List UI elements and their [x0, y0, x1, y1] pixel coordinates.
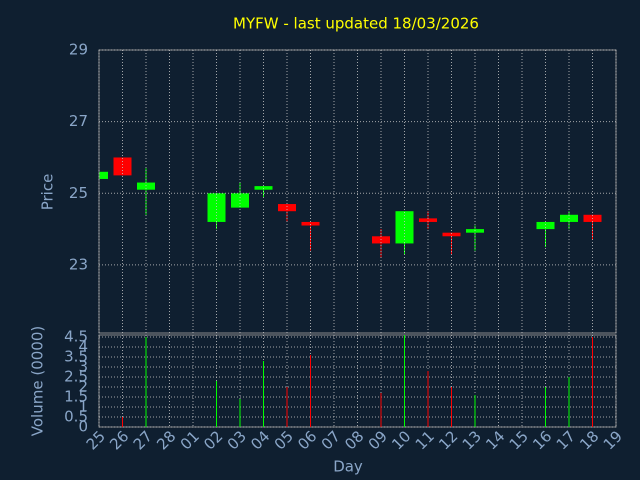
candle-body [137, 182, 155, 190]
x-tick-label: 10 [388, 427, 414, 453]
y-tick-label: 25 [69, 184, 88, 202]
y-tick-label: 29 [69, 41, 88, 59]
x-tick-label: 05 [271, 427, 297, 453]
volume-tick-label: 0.5 [64, 408, 88, 426]
price-plot [99, 157, 602, 258]
candle-body [442, 232, 461, 237]
x-tick-label: 14 [482, 427, 508, 453]
volume-axis-label: Volume (0000) [29, 326, 47, 436]
candle-body [99, 171, 108, 179]
volume-tick-label: 1 [78, 398, 88, 416]
x-tick-label: 28 [153, 427, 179, 453]
x-tick-label: 17 [553, 427, 579, 453]
x-tick-label: 08 [341, 427, 367, 453]
x-tick-label: 07 [318, 427, 344, 453]
x-tick-label: 06 [294, 427, 320, 453]
volume-tick-label: 1.5 [64, 388, 88, 406]
x-tick-label: 01 [177, 427, 203, 453]
candle-body [301, 221, 320, 226]
volume-tick-label: 0 [78, 418, 88, 436]
x-tick-label: 16 [529, 427, 555, 453]
x-tick-label: 11 [412, 427, 438, 453]
x-tick-label: 13 [459, 427, 485, 453]
x-tick-label: 19 [600, 427, 626, 453]
y-tick-label: 27 [69, 112, 88, 130]
candle-body [113, 157, 132, 176]
volume-tick-label: 2 [78, 378, 88, 396]
candle-body [278, 204, 296, 212]
x-tick-label: 26 [106, 427, 132, 453]
x-tick-label: 12 [435, 427, 461, 453]
x-tick-label: 15 [506, 427, 532, 453]
candle-body [536, 221, 555, 230]
x-tick-label: 02 [200, 427, 226, 453]
volume-tick-label: 3 [78, 358, 88, 376]
candle-body [207, 193, 226, 222]
volume-tick-label: 3.5 [64, 348, 88, 366]
x-tick-label: 04 [247, 427, 273, 453]
volume-tick-label: 4 [78, 338, 88, 356]
y-tick-label: 23 [69, 255, 88, 273]
volume-tick-label: 4.5 [64, 328, 88, 346]
x-tick-label: 18 [576, 427, 602, 453]
x-tick-label: 09 [365, 427, 391, 453]
volume-tick-label: 2.5 [64, 368, 88, 386]
x-axis-label: Day [333, 458, 363, 476]
x-tick-label: 27 [130, 427, 156, 453]
candle-body [419, 218, 437, 222]
x-tick-label: 03 [224, 427, 250, 453]
y-axis-label: Price [39, 174, 57, 211]
candle-body [254, 186, 273, 190]
chart-title: MYFW - last updated 18/03/2026 [233, 15, 479, 33]
